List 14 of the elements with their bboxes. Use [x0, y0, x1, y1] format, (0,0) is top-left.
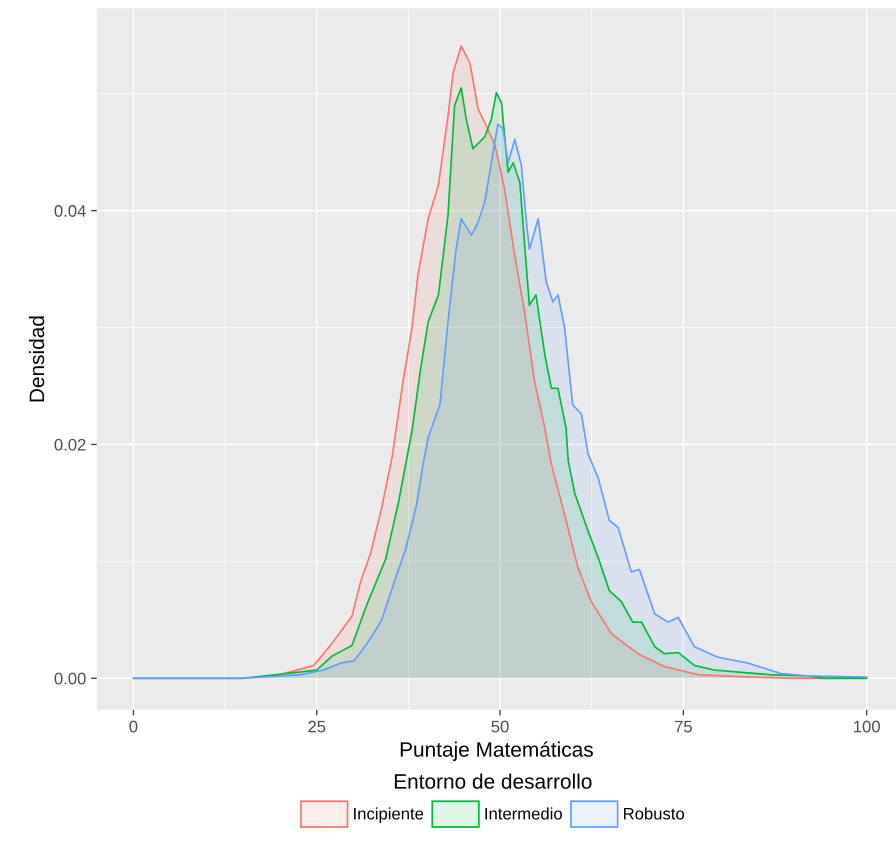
y-tick-label: 0.02 — [54, 438, 86, 451]
legend-label: Incipiente — [354, 807, 424, 823]
x-tick-label: 50 — [491, 720, 509, 732]
x-tick-label: 0 — [129, 720, 138, 732]
y-axis-title: Densidad — [28, 316, 44, 402]
x-tick-label: 25 — [308, 720, 326, 732]
legend-label: Intermedio — [485, 807, 562, 820]
y-tick-label: 0.04 — [54, 205, 86, 217]
y-tick-label: 0.00 — [54, 672, 86, 684]
x-tick-label: 75 — [674, 720, 692, 732]
x-tick-label: 100 — [854, 720, 880, 732]
legend-label: Robusto — [624, 807, 684, 820]
legend-title: Entorno de desarrollo — [394, 773, 592, 789]
x-axis-title: Puntaje Matemáticas — [400, 741, 593, 761]
